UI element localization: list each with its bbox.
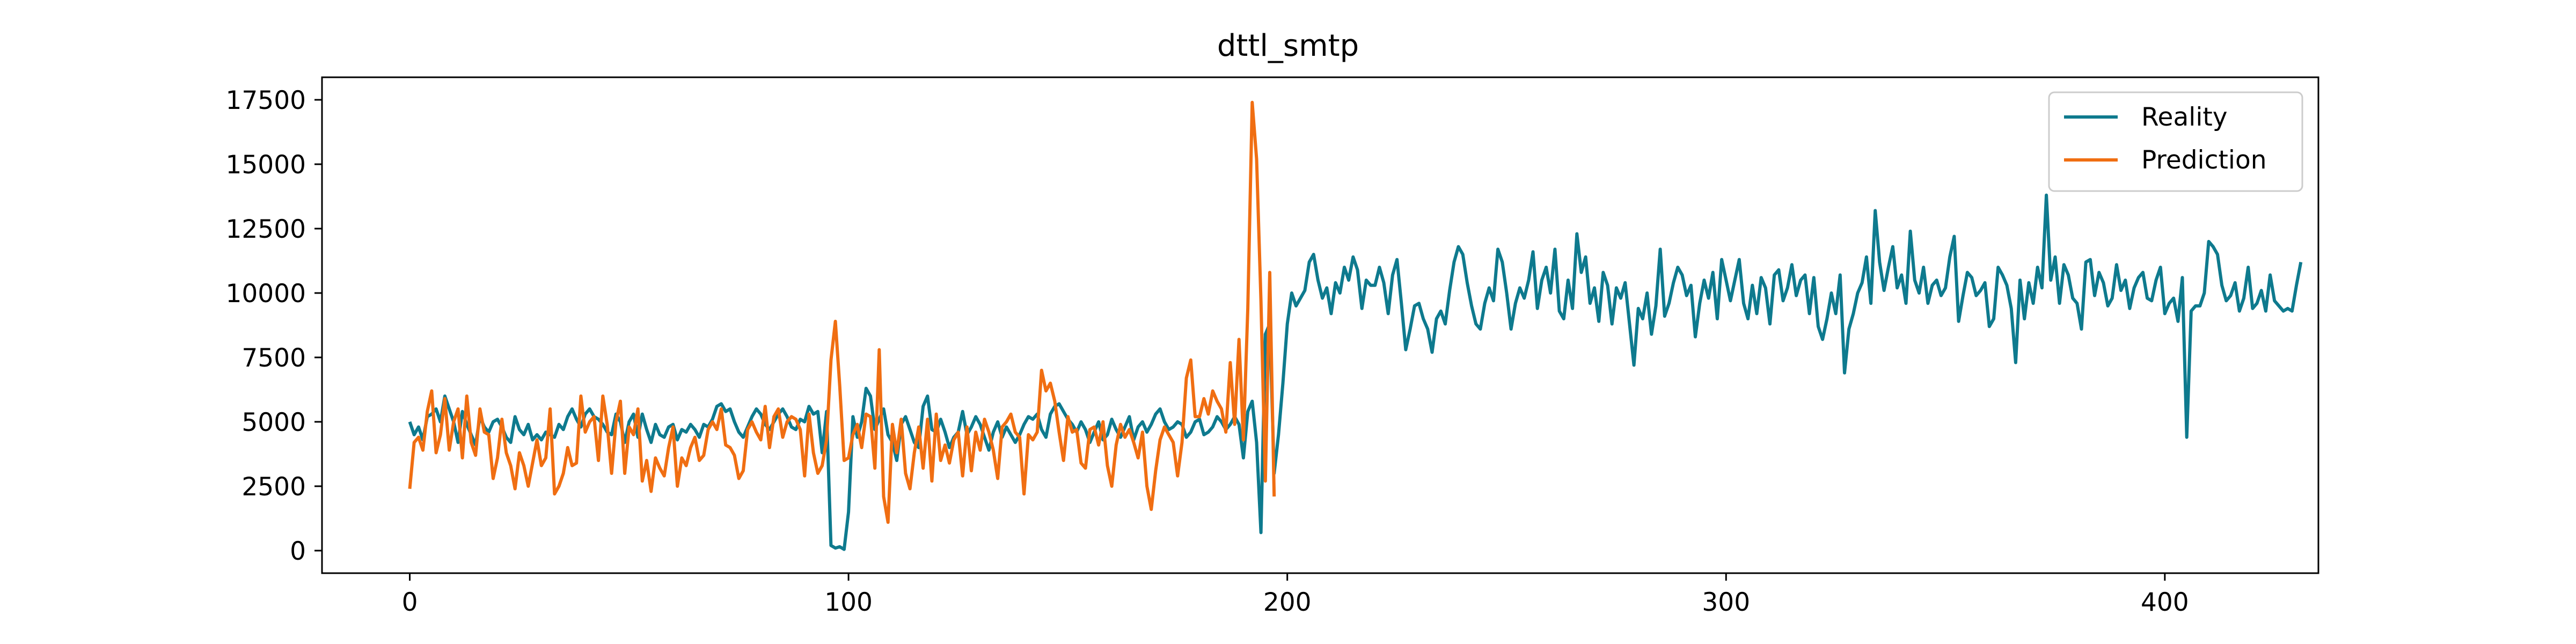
y-axis: 0 2500 5000 7500 10000 12500 15000 17500 [225, 86, 322, 566]
y-tick-label: 5000 [241, 408, 306, 437]
y-tick-label: 15000 [225, 150, 306, 180]
legend-label-reality: Reality [2141, 103, 2228, 132]
chart-title: dttl_smtp [1217, 28, 1359, 63]
y-tick-label: 2500 [241, 472, 306, 502]
x-tick-label: 100 [824, 588, 873, 617]
legend-label-prediction: Prediction [2141, 145, 2267, 175]
series-line-reality [408, 193, 2303, 551]
x-axis: 0 100 200 300 400 [402, 573, 2189, 617]
y-tick-label: 12500 [225, 215, 306, 244]
y-tick-label: 10000 [225, 279, 306, 309]
x-tick-label: 400 [2141, 588, 2189, 617]
series-line-prediction [408, 100, 1276, 524]
x-tick-label: 200 [1263, 588, 1312, 617]
legend: Reality Prediction [2048, 91, 2303, 192]
y-tick-label: 0 [290, 537, 306, 566]
y-tick-label: 17500 [225, 86, 306, 115]
x-tick-label: 0 [402, 588, 418, 617]
series-layer [408, 100, 2303, 551]
axes-frame [321, 76, 2319, 574]
y-tick-label: 7500 [241, 343, 306, 373]
x-tick-label: 300 [1702, 588, 1750, 617]
